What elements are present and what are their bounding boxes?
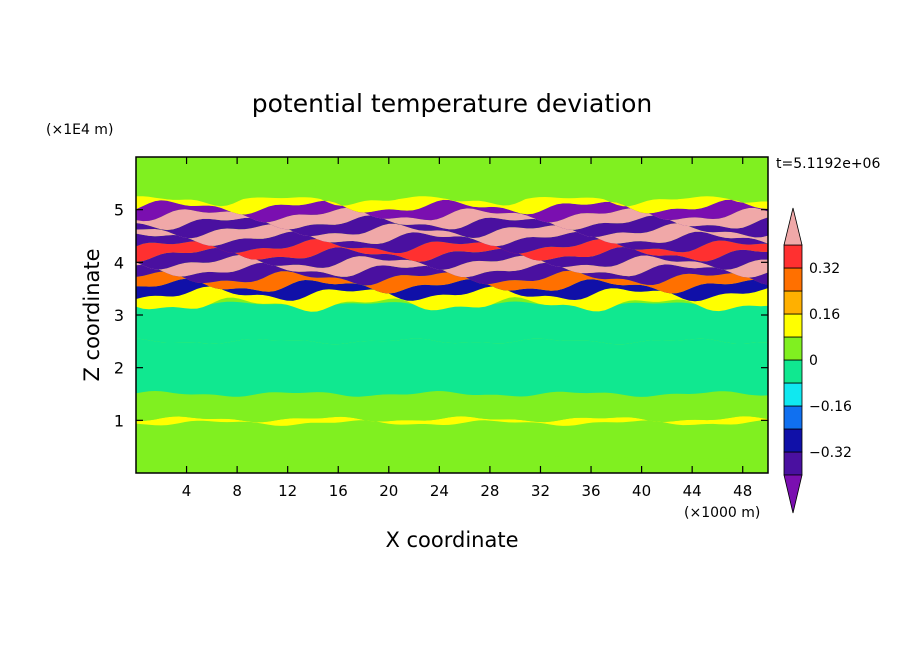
colorbar-top-arrow	[783, 207, 803, 246]
contour-band	[136, 215, 768, 239]
colorbar-segment	[783, 336, 803, 361]
contour-band	[136, 157, 768, 187]
y-axis-label: Z coordinate	[80, 248, 104, 381]
colorbar-segment	[783, 428, 803, 453]
x-tick-label: 16	[329, 482, 348, 500]
colorbar-bottom-arrow	[783, 474, 803, 514]
x-unit-label: (×1000 m)	[684, 505, 760, 521]
contour-band	[136, 223, 768, 247]
x-axis: 4 8 12 16 20 24 28 32 36 40 44 48	[182, 157, 752, 500]
x-tick-label: 44	[683, 482, 702, 500]
contour-field	[136, 157, 768, 473]
x-axis-label: X coordinate	[385, 528, 518, 552]
colorbar-label: −0.16	[809, 399, 852, 415]
time-label: t=5.1192e+06	[776, 156, 880, 172]
colorbar-segment	[783, 405, 803, 430]
y-tick-label: 2	[114, 359, 124, 378]
contour-band	[136, 338, 768, 397]
colorbar-label: 0.16	[809, 307, 840, 323]
colorbar-label: 0	[809, 353, 818, 369]
x-tick-label: 8	[232, 482, 242, 500]
colorbar-segment	[783, 267, 803, 292]
x-tick-label: 28	[480, 482, 499, 500]
x-tick-label: 4	[182, 482, 192, 500]
contour-band	[136, 278, 768, 302]
y-unit-label: (×1E4 m)	[46, 122, 113, 138]
contour-band	[136, 270, 768, 294]
contour-band	[136, 231, 768, 254]
y-tick-label: 4	[114, 253, 124, 272]
x-tick-label: 36	[581, 482, 600, 500]
colorbar-segment	[783, 313, 803, 338]
contour-band	[136, 180, 768, 202]
contour-band	[136, 255, 768, 278]
contour-band	[136, 416, 768, 426]
contour-band	[136, 207, 768, 230]
x-tick-label: 20	[379, 482, 398, 500]
contour-band	[136, 239, 768, 262]
y-tick-label: 1	[114, 411, 124, 430]
colorbar-segment	[783, 359, 803, 384]
x-tick-label: 40	[632, 482, 651, 500]
colorbar-segment	[783, 451, 803, 476]
x-tick-label: 12	[278, 482, 297, 500]
colorbar-label: 0.32	[809, 261, 840, 277]
colorbar-segment	[783, 290, 803, 315]
contour-band	[136, 301, 768, 345]
y-tick-label: 5	[114, 201, 124, 220]
y-tick-label: 3	[114, 306, 124, 325]
chart-title: potential temperature deviation	[252, 89, 652, 118]
contour-band	[136, 247, 768, 270]
colorbar-segment	[783, 382, 803, 407]
contour-band	[136, 286, 768, 312]
contour-band	[136, 420, 768, 461]
y-axis: 1 2 3 4 5	[114, 201, 768, 430]
x-tick-label: 32	[531, 482, 550, 500]
colorbar-label: −0.32	[809, 445, 852, 461]
contour-band	[136, 454, 768, 473]
colorbar-segment	[783, 244, 803, 269]
contour-band	[136, 391, 768, 423]
colorbar: 0.32 0.16 0 −0.16 −0.32	[783, 207, 852, 514]
x-tick-label: 24	[430, 482, 449, 500]
x-tick-label: 48	[733, 482, 752, 500]
